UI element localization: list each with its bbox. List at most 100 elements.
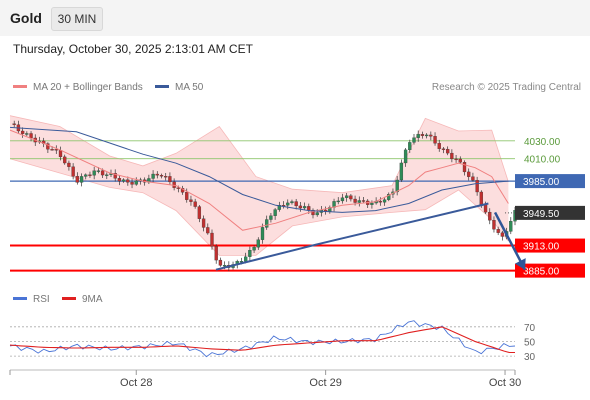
bollinger-lower-line	[9, 158, 509, 256]
candle-body	[399, 162, 404, 181]
candle-body	[168, 176, 172, 183]
candle-body	[361, 200, 366, 202]
x-tick-label-1: Oct 29	[309, 377, 341, 389]
candle-body	[113, 173, 117, 179]
candle-body	[159, 175, 164, 177]
candle-body	[46, 143, 50, 150]
rsi-line	[9, 320, 516, 358]
level-tag-3	[515, 238, 585, 253]
candle-body	[307, 206, 311, 211]
candle-body	[185, 192, 189, 200]
x-axis-layer: Oct 28 Oct 29 Oct 30	[9, 370, 521, 389]
candle-body	[214, 246, 218, 261]
candle-body	[290, 201, 294, 204]
timeframe-button[interactable]: 30 MIN	[51, 7, 103, 31]
candle-body	[315, 212, 319, 216]
candle-body	[509, 220, 513, 232]
candle-body	[265, 219, 269, 228]
x-tick-label-2: Oct 30	[489, 377, 521, 389]
candle-body	[92, 170, 96, 176]
candle-body	[88, 174, 92, 176]
rsi-ma-line	[9, 326, 515, 354]
candle-body	[273, 209, 277, 216]
candle-body	[75, 176, 79, 183]
candle-body	[467, 171, 471, 177]
candle-body	[130, 182, 134, 185]
candle-body	[458, 158, 462, 163]
rsi-legend-label: RSI	[33, 294, 50, 305]
candle-body	[96, 170, 101, 172]
candle-body	[345, 195, 349, 198]
candle-body	[483, 204, 488, 213]
ma50-legend-label: MA 50	[175, 82, 204, 93]
candle-body	[450, 152, 454, 160]
candle-body	[67, 162, 71, 167]
projection-arrow-shaft	[493, 211, 527, 271]
candle-body	[311, 209, 315, 216]
level-label-4: 3885.00	[523, 267, 560, 278]
level-tag-4	[515, 263, 585, 278]
candle-body	[471, 176, 475, 181]
candle-body	[496, 229, 500, 233]
candle-body	[387, 194, 391, 200]
candle-body	[193, 201, 197, 207]
chart-datetime: Thursday, October 30, 2025 2:13:01 AM CE…	[13, 42, 253, 56]
candle-body	[29, 133, 33, 139]
candle-body	[395, 179, 399, 193]
candle-body	[349, 195, 353, 200]
x-tick-label-0: Oct 28	[120, 377, 152, 389]
candle-body	[134, 180, 138, 185]
rsi-chart-layer: 70 50 30	[9, 320, 536, 363]
candle-body	[244, 256, 248, 262]
candle-body	[479, 191, 483, 205]
candle-body	[151, 173, 155, 179]
candle-body	[492, 220, 496, 230]
level-label-1: 4010.00	[524, 155, 561, 166]
candle-body	[84, 174, 88, 177]
level-tag-2	[515, 174, 585, 189]
ma20-line	[9, 129, 509, 231]
candle-body	[378, 200, 382, 203]
candle-body	[248, 250, 252, 257]
candle-body	[298, 205, 303, 209]
ma50-line	[9, 126, 509, 213]
candle-body	[454, 158, 458, 161]
candle-body	[357, 200, 361, 203]
candle-body	[446, 148, 450, 154]
candle-body	[353, 198, 357, 203]
candle-body	[302, 206, 307, 209]
rsi-ma-legend-swatch	[62, 297, 76, 300]
candle-body	[54, 149, 58, 151]
candle-body	[500, 232, 505, 237]
ma20-legend-label: MA 20 + Bollinger Bands	[33, 82, 143, 93]
candle-body	[222, 265, 227, 267]
candle-body	[336, 200, 340, 203]
candle-body	[433, 136, 437, 144]
candle-body	[155, 173, 159, 176]
candle-body	[462, 162, 467, 173]
candle-body	[408, 142, 412, 151]
rsi-tick-label-2: 30	[524, 352, 536, 363]
top-bar: Gold 30 MIN	[0, 0, 590, 36]
candle-body	[340, 197, 345, 202]
candle-body	[429, 134, 433, 137]
rsi-tick-label-1: 50	[524, 337, 536, 348]
candle-body	[189, 199, 193, 202]
candle-body	[269, 215, 273, 220]
candle-body	[488, 211, 492, 221]
projection-arrow-head	[515, 258, 526, 270]
current-price-label: 3949.50	[523, 209, 560, 220]
asset-title: Gold	[10, 10, 42, 26]
rsi-tick-label-0: 70	[524, 323, 536, 334]
candle-body	[126, 179, 130, 183]
candle-body	[420, 134, 425, 136]
candle-body	[100, 170, 105, 176]
candle-body	[260, 227, 265, 240]
candle-body	[210, 232, 214, 247]
bollinger-band-area	[10, 115, 509, 256]
candle-body	[201, 218, 206, 228]
candle-body	[176, 187, 180, 189]
candle-body	[71, 166, 75, 177]
